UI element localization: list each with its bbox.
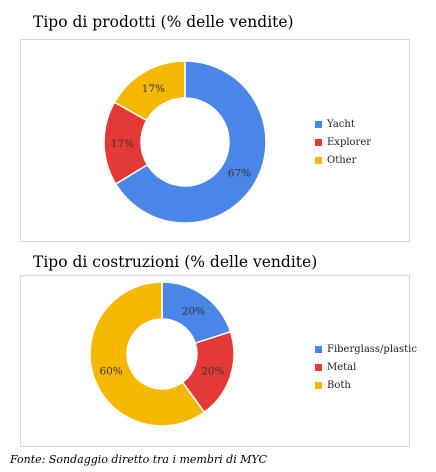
source-footnote: Fonte: Sondaggio diretto tra i membri di… (10, 453, 267, 466)
chart-1-area: 67% 17% 17% Yacht Explorer Other (20, 39, 410, 242)
legend-swatch (315, 381, 322, 389)
data-label: 20% (182, 306, 205, 318)
legend-swatch (315, 363, 322, 371)
slice-yacht (114, 60, 267, 224)
legend-label: Explorer (327, 136, 372, 148)
slice-other (113, 60, 186, 122)
data-label: 67% (228, 168, 251, 180)
data-label: 17% (142, 83, 165, 95)
legend-label: Other (327, 154, 357, 166)
legend-swatch (315, 138, 322, 146)
chart-2-area: 20% 20% 60% Fiberglass/plastic Metal Both (20, 275, 417, 447)
legend-item: Yacht (315, 115, 371, 133)
chart-1-donut: 67% 17% 17% (103, 60, 267, 224)
data-label: 17% (111, 138, 134, 150)
data-label: 20% (201, 366, 224, 378)
legend-item: Metal (315, 358, 417, 376)
data-label: 60% (99, 366, 122, 378)
chart-2-legend: Fiberglass/plastic Metal Both (315, 340, 417, 394)
legend-label: Both (327, 379, 351, 391)
legend-item: Explorer (315, 133, 371, 151)
chart-2-donut: 20% 20% 60% (89, 281, 235, 427)
legend-item: Other (315, 151, 371, 169)
legend-label: Fiberglass/plastic (327, 343, 417, 355)
legend-swatch (315, 156, 322, 164)
legend-swatch (315, 120, 322, 128)
legend-item: Fiberglass/plastic (315, 340, 417, 358)
legend-label: Yacht (327, 118, 355, 130)
chart-1-legend: Yacht Explorer Other (315, 115, 371, 169)
slice-both (89, 281, 206, 427)
chart-2-title: Tipo di costruzioni (% delle vendite) (33, 253, 318, 271)
legend-label: Metal (327, 361, 357, 373)
chart-1-title: Tipo di prodotti (% delle vendite) (33, 13, 294, 31)
legend-item: Both (315, 376, 417, 394)
legend-swatch (315, 345, 322, 353)
